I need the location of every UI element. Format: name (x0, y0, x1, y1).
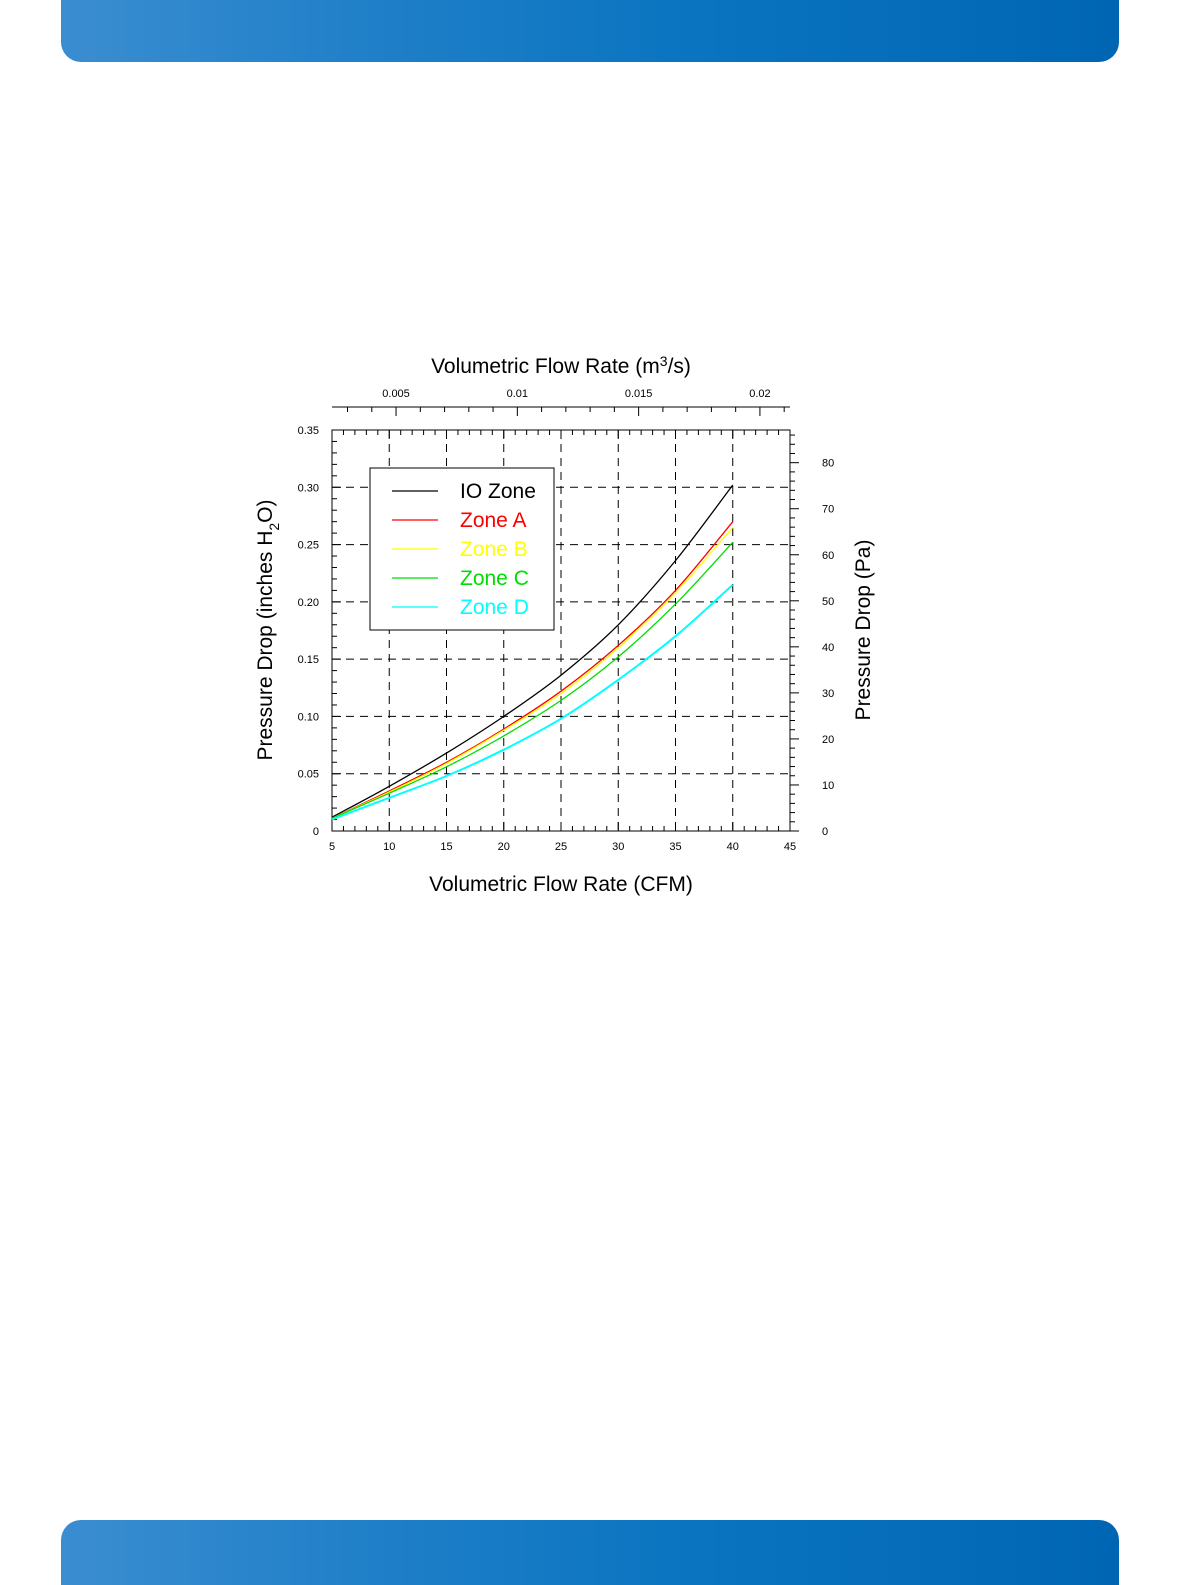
x-tick-label: 45 (784, 841, 796, 853)
y2-tick-label: 50 (822, 596, 834, 608)
series-line-zone-d (331, 583, 734, 821)
x2-axis-title: Volumetric Flow Rate (m3/s) (431, 353, 691, 378)
legend-label: Zone A (460, 509, 527, 532)
y2-tick-label: 80 (822, 458, 834, 470)
y-tick-label: 0.05 (298, 769, 319, 781)
y-tick-label: 0 (313, 826, 319, 838)
x-tick-label: 10 (383, 841, 395, 853)
series-line-zone-a (331, 521, 734, 819)
y-axis-title-main: Pressure Drop (inches H (254, 531, 277, 761)
y2-tick-label: 0 (822, 826, 828, 838)
y-tick-label: 0.15 (298, 654, 319, 666)
x2-axis-title-sup: 3 (660, 353, 668, 369)
y-tick-label: 0.25 (298, 540, 319, 552)
x2-axis-title-main: Volumetric Flow Rate (m (431, 355, 660, 378)
y-axis-title-sub: 2 (266, 523, 282, 531)
x-tick-label: 30 (612, 841, 624, 853)
x-tick-label: 20 (498, 841, 510, 853)
y-tick-label: 0.30 (298, 482, 319, 494)
y2-tick-label: 40 (822, 642, 834, 654)
x-tick-label: 5 (329, 841, 335, 853)
x-tick-label: 35 (669, 841, 681, 853)
y2-tick-label: 20 (822, 734, 834, 746)
legend: IO Zone Zone A Zone B Zone C Zone D (369, 467, 555, 631)
series-lines (331, 484, 734, 821)
x2-tick-label: 0.02 (749, 388, 770, 400)
x-tick-label: 15 (440, 841, 452, 853)
header-banner (61, 0, 1119, 62)
y2-tick-label: 70 (822, 504, 834, 516)
y-tick-label: 0.20 (298, 597, 319, 609)
legend-label: IO Zone (460, 480, 536, 503)
x2-axis-title-end: /s) (668, 355, 691, 378)
y-axis-title: Pressure Drop (inches H2O) (254, 499, 282, 760)
legend-label: Zone B (460, 538, 528, 561)
x-tick-label: 25 (555, 841, 567, 853)
y2-tick-label: 10 (822, 780, 834, 792)
x-axis-title: Volumetric Flow Rate (CFM) (429, 873, 693, 896)
plot-frame (331, 429, 791, 832)
y-tick-label: 0.35 (298, 425, 319, 437)
y2-tick-label: 60 (822, 550, 834, 562)
series-line-zone-c (331, 541, 734, 819)
x2-tick-label: 0.015 (625, 388, 653, 400)
x2-tick-label: 0.005 (382, 388, 410, 400)
series-line-io-zone (331, 484, 734, 818)
y2-axis-title: Pressure Drop (Pa) (852, 540, 875, 721)
legend-label: Zone D (460, 596, 529, 619)
y2-tick-label: 30 (822, 688, 834, 700)
x2-tick-label: 0.01 (507, 388, 528, 400)
footer-banner (61, 1520, 1119, 1585)
y-axis-title-end: O) (254, 499, 277, 522)
axis-ticks (331, 407, 799, 832)
legend-label: Zone C (460, 567, 529, 590)
y-tick-label: 0.10 (298, 711, 319, 723)
series-line-zone-b (331, 526, 734, 819)
tick-labels: 5 10 15 20 25 30 35 40 45 0 0.05 0.10 0.15 0.20 0.25 0.… (298, 388, 835, 853)
x-tick-label: 40 (727, 841, 739, 853)
